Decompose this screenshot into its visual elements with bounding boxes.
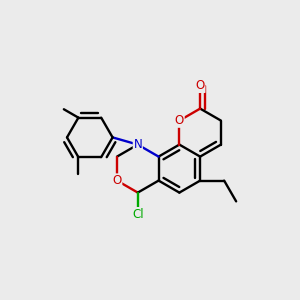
Text: O: O bbox=[196, 79, 205, 92]
Text: O: O bbox=[112, 174, 122, 187]
Text: O: O bbox=[175, 114, 184, 127]
Text: Cl: Cl bbox=[132, 208, 144, 221]
Text: N: N bbox=[134, 138, 142, 151]
